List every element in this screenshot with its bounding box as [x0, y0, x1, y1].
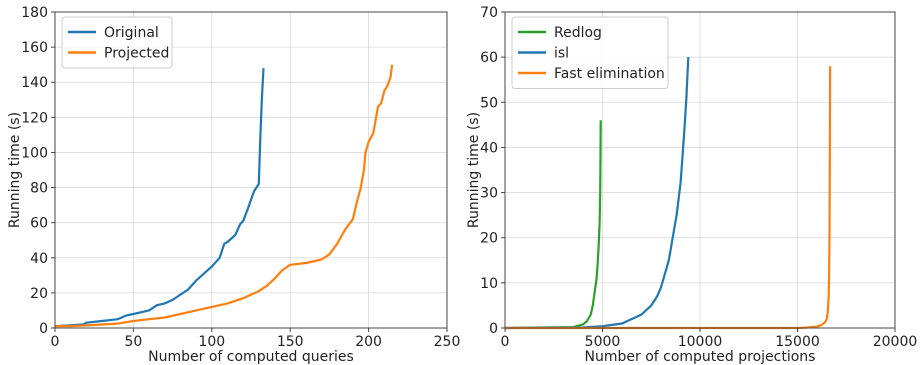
- y-tick-label: 70: [480, 5, 498, 21]
- x-tick-label: 200: [355, 334, 382, 350]
- x-axis-label: Number of computed projections: [585, 349, 816, 365]
- y-tick-label: 20: [480, 231, 498, 247]
- legend-label: Original: [104, 25, 159, 41]
- y-tick-label: 0: [489, 321, 498, 337]
- y-tick-label: 30: [480, 186, 498, 202]
- legend: Original Projected: [61, 16, 173, 69]
- plot-frame: [54, 11, 448, 329]
- chart-panel-2: 0 5000 10000 15000 20000 0 10 20 30 40 50 60 70 Numbe…: [466, 5, 917, 365]
- x-tick-label: 0: [51, 334, 60, 350]
- x-tick-label: 100: [198, 334, 225, 350]
- y-tick-label: 180: [21, 5, 48, 21]
- x-tick-label: 250: [434, 334, 461, 350]
- x-tick-label: 15000: [775, 334, 820, 350]
- chart-panel-1: 0 50 100 150 200 250 0 20 40 60 80 100 120 140 160 180 N…: [7, 5, 460, 365]
- x-tick-label: 10000: [678, 334, 723, 350]
- series-line-original: [54, 68, 265, 328]
- series-line-fast-elimination: [505, 66, 832, 330]
- y-tick-label: 120: [21, 110, 48, 126]
- legend-label: Fast elimination: [554, 66, 665, 82]
- x-axis-label: Number of computed queries: [148, 349, 354, 365]
- y-tick-label: 60: [480, 50, 498, 66]
- y-tick-label: 20: [30, 286, 48, 302]
- legend-label: Projected: [104, 46, 169, 62]
- y-axis-label: Running time (s): [7, 112, 23, 228]
- y-tick-label: 0: [39, 321, 48, 337]
- x-tick-label: 0: [501, 334, 510, 350]
- x-tick-label: 20000: [873, 334, 918, 350]
- y-tick-label: 140: [21, 75, 48, 91]
- x-tick-label: 150: [277, 334, 304, 350]
- y-tick-label: 50: [480, 95, 498, 111]
- y-tick-label: 100: [21, 145, 48, 161]
- legend-box: [61, 16, 173, 69]
- y-tick-label: 10: [480, 276, 498, 292]
- y-tick-label: 40: [480, 140, 498, 156]
- y-tick-label: 160: [21, 40, 48, 56]
- x-tick-label: 5000: [585, 334, 621, 350]
- series-line-redlog: [504, 120, 602, 330]
- legend: Redlog isl Fast elimination: [511, 16, 669, 89]
- legend-box: [511, 16, 669, 89]
- x-tick-label: 50: [124, 334, 142, 350]
- series-line-isl: [504, 57, 690, 330]
- y-tick-label: 40: [30, 251, 48, 267]
- legend-label: Redlog: [554, 25, 602, 41]
- y-axis-label: Running time (s): [466, 112, 482, 228]
- y-tick-label: 60: [30, 216, 48, 232]
- series-line-projected: [55, 64, 394, 328]
- legend-label: isl: [554, 46, 569, 62]
- y-tick-label: 80: [30, 181, 48, 197]
